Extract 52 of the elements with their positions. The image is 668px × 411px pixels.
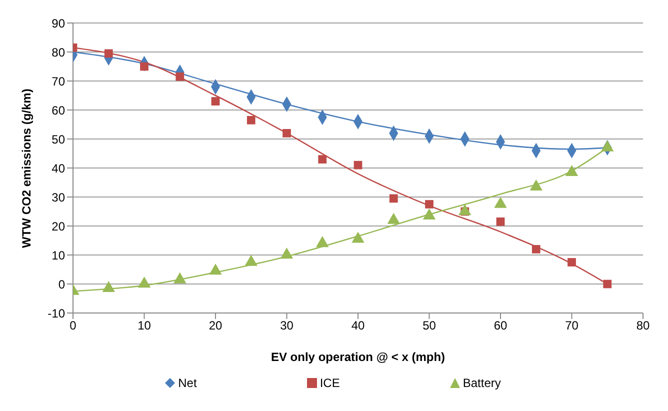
x-tick-label: 80 [636,318,650,333]
x-tick-label: 60 [494,318,508,333]
point [316,236,329,248]
y-tick-label: 20 [52,219,66,234]
point [387,212,400,224]
y-tick-label: 40 [52,161,66,176]
point [354,160,362,170]
y-tick-label: 60 [52,103,66,118]
y-tick-label: 70 [52,74,66,88]
y-tick-label: -10 [48,306,66,320]
x-tick-label: 20 [208,318,222,333]
y-tick-label: 90 [52,16,66,30]
x-tick-label: 50 [422,318,436,333]
point [422,208,436,220]
point [174,272,186,284]
point [532,245,540,254]
x-tick-label: 0 [70,318,77,333]
point [565,165,578,176]
point [389,194,398,203]
point [494,196,507,208]
y-tick-label: 30 [52,190,66,204]
point [530,180,542,191]
y-tick-label: 80 [52,45,66,60]
point [568,258,576,266]
point [425,200,434,208]
y-tick-label: 50 [52,132,66,146]
y-axis-title: WTW CO2 emissions (g/km) [19,88,34,248]
point [280,248,294,259]
point [282,129,291,138]
x-tick-label: 30 [280,318,294,333]
point [318,155,327,164]
x-axis-title: EV only operation @ < x (mph) [270,350,446,364]
point [352,232,364,243]
point [496,217,505,226]
y-tick-label: 10 [52,248,66,262]
legend-label: ICE [320,376,340,390]
legend-label: Battery [462,376,501,390]
y-tick-label: 0 [58,277,66,292]
point [458,204,472,216]
point [211,97,220,106]
x-tick-label: 70 [565,318,579,333]
point [176,72,184,81]
legend-label: Net [178,376,197,390]
point [246,116,256,124]
point [601,140,614,152]
point [102,281,115,292]
point [138,276,151,288]
point [244,254,258,266]
point [209,264,222,275]
x-tick-label: 40 [351,318,365,333]
point [104,49,113,58]
x-tick-label: 10 [138,318,152,333]
